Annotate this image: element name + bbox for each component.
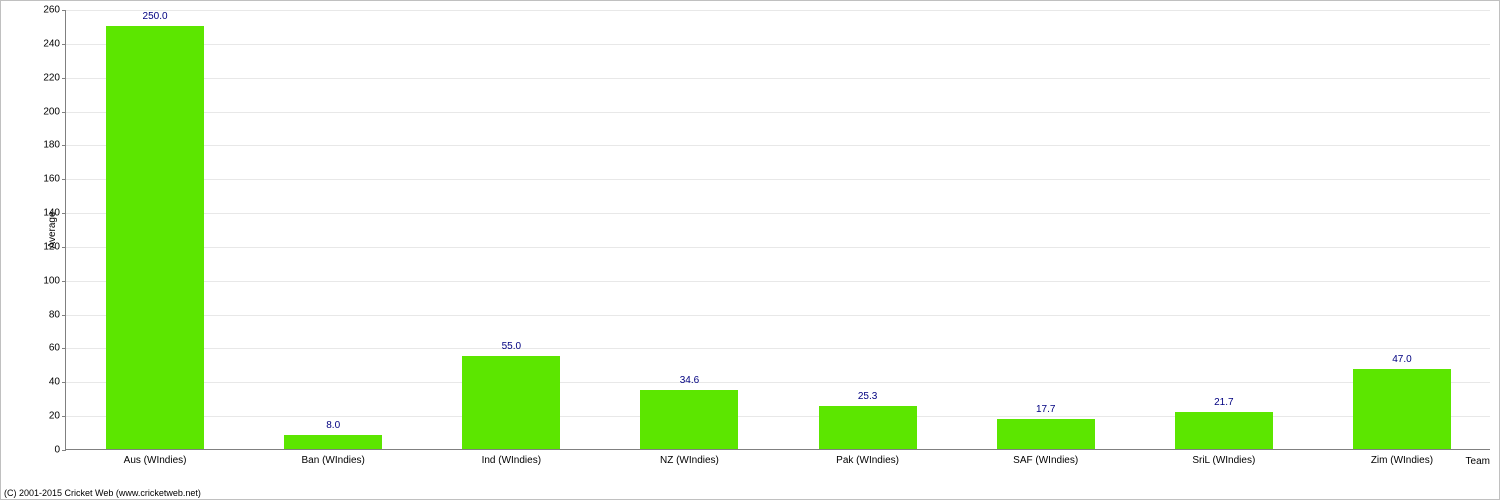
x-tick-label: SAF (WIndies) (1013, 455, 1078, 466)
bar-value-label: 17.7 (1036, 404, 1055, 415)
gridline (66, 348, 1490, 349)
y-tick-label: 120 (43, 241, 60, 252)
x-tick-label: NZ (WIndies) (660, 455, 719, 466)
x-tick-label: Pak (WIndies) (836, 455, 899, 466)
gridline (66, 10, 1490, 11)
y-tick-label: 60 (49, 343, 60, 354)
bar: 47.0 (1353, 369, 1451, 449)
x-tick-label: Ind (WIndies) (482, 455, 541, 466)
bar: 250.0 (106, 26, 204, 449)
bar: 25.3 (819, 406, 917, 449)
y-tick-label: 240 (43, 38, 60, 49)
x-tick-label: Aus (WIndies) (124, 455, 187, 466)
y-tick-label: 160 (43, 174, 60, 185)
gridline (66, 315, 1490, 316)
y-tick-label: 220 (43, 72, 60, 83)
y-tick-label: 140 (43, 208, 60, 219)
gridline (66, 179, 1490, 180)
gridline (66, 416, 1490, 417)
gridline (66, 78, 1490, 79)
x-axis-label: Team (1466, 456, 1490, 467)
y-tick-label: 80 (49, 309, 60, 320)
chart-container: Average Team 020406080100120140160180200… (40, 10, 1490, 470)
bar-value-label: 25.3 (858, 391, 877, 402)
y-tick-label: 40 (49, 377, 60, 388)
gridline (66, 281, 1490, 282)
bar-value-label: 8.0 (326, 420, 340, 431)
gridline (66, 382, 1490, 383)
y-tick-label: 200 (43, 106, 60, 117)
x-tick-label: SriL (WIndies) (1192, 455, 1255, 466)
gridline (66, 247, 1490, 248)
copyright-text: (C) 2001-2015 Cricket Web (www.cricketwe… (4, 488, 201, 498)
bar-value-label: 21.7 (1214, 397, 1233, 408)
y-tick-label: 260 (43, 5, 60, 16)
bar-value-label: 250.0 (143, 11, 168, 22)
gridline (66, 145, 1490, 146)
y-tick-label: 0 (54, 445, 60, 456)
gridline (66, 44, 1490, 45)
plot-area: Average Team 020406080100120140160180200… (65, 10, 1490, 450)
bar: 21.7 (1175, 412, 1273, 449)
bar-value-label: 47.0 (1392, 354, 1411, 365)
bar-value-label: 55.0 (502, 341, 521, 352)
x-tick-label: Zim (WIndies) (1371, 455, 1433, 466)
y-tick (62, 450, 66, 451)
x-tick-label: Ban (WIndies) (302, 455, 365, 466)
y-tick-label: 20 (49, 411, 60, 422)
bar-value-label: 34.6 (680, 375, 699, 386)
gridline (66, 112, 1490, 113)
bar: 17.7 (997, 419, 1095, 449)
gridline (66, 213, 1490, 214)
bar: 55.0 (462, 356, 560, 449)
bar: 34.6 (640, 390, 738, 449)
y-tick-label: 100 (43, 275, 60, 286)
bar: 8.0 (284, 435, 382, 449)
y-tick-label: 180 (43, 140, 60, 151)
